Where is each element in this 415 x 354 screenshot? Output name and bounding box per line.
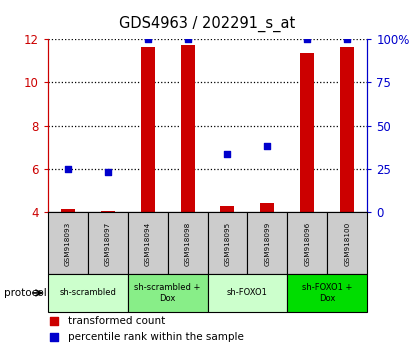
Bar — [48, 212, 88, 274]
Text: GDS4963 / 202291_s_at: GDS4963 / 202291_s_at — [120, 16, 295, 32]
Bar — [340, 46, 354, 212]
Point — [51, 334, 57, 340]
Point — [144, 36, 151, 42]
Text: percentile rank within the sample: percentile rank within the sample — [68, 332, 244, 342]
Bar — [61, 209, 75, 212]
Bar — [208, 212, 247, 274]
Point — [344, 36, 351, 42]
Text: protocol: protocol — [4, 288, 47, 298]
Bar — [181, 45, 195, 212]
Bar — [88, 212, 128, 274]
Text: sh-scrambled +
Dox: sh-scrambled + Dox — [134, 283, 201, 303]
Text: GSM918097: GSM918097 — [105, 221, 111, 266]
Bar — [48, 274, 128, 312]
Point — [51, 319, 57, 324]
Bar — [247, 212, 287, 274]
Bar — [261, 203, 274, 212]
Text: GSM918100: GSM918100 — [344, 221, 350, 266]
Text: sh-scrambled: sh-scrambled — [59, 289, 116, 297]
Text: GSM918098: GSM918098 — [185, 221, 190, 266]
Bar — [128, 274, 208, 312]
Text: sh-FOXO1 +
Dox: sh-FOXO1 + Dox — [302, 283, 352, 303]
Bar — [300, 53, 314, 212]
Text: sh-FOXO1: sh-FOXO1 — [227, 289, 268, 297]
Bar — [327, 212, 367, 274]
Bar — [208, 274, 287, 312]
Text: GSM918095: GSM918095 — [225, 221, 230, 266]
Text: GSM918093: GSM918093 — [65, 221, 71, 266]
Text: GSM918094: GSM918094 — [144, 221, 151, 266]
Bar — [168, 212, 208, 274]
Text: GSM918099: GSM918099 — [264, 221, 271, 266]
Point — [224, 152, 231, 157]
Point — [64, 166, 71, 172]
Bar — [141, 46, 154, 212]
Point — [104, 169, 111, 175]
Bar — [287, 212, 327, 274]
Text: transformed count: transformed count — [68, 316, 166, 326]
Point — [184, 36, 191, 42]
Point — [264, 143, 271, 149]
Point — [304, 36, 311, 42]
Text: GSM918096: GSM918096 — [304, 221, 310, 266]
Bar — [101, 211, 115, 212]
Bar — [287, 274, 367, 312]
Bar — [220, 206, 234, 212]
Bar — [128, 212, 168, 274]
